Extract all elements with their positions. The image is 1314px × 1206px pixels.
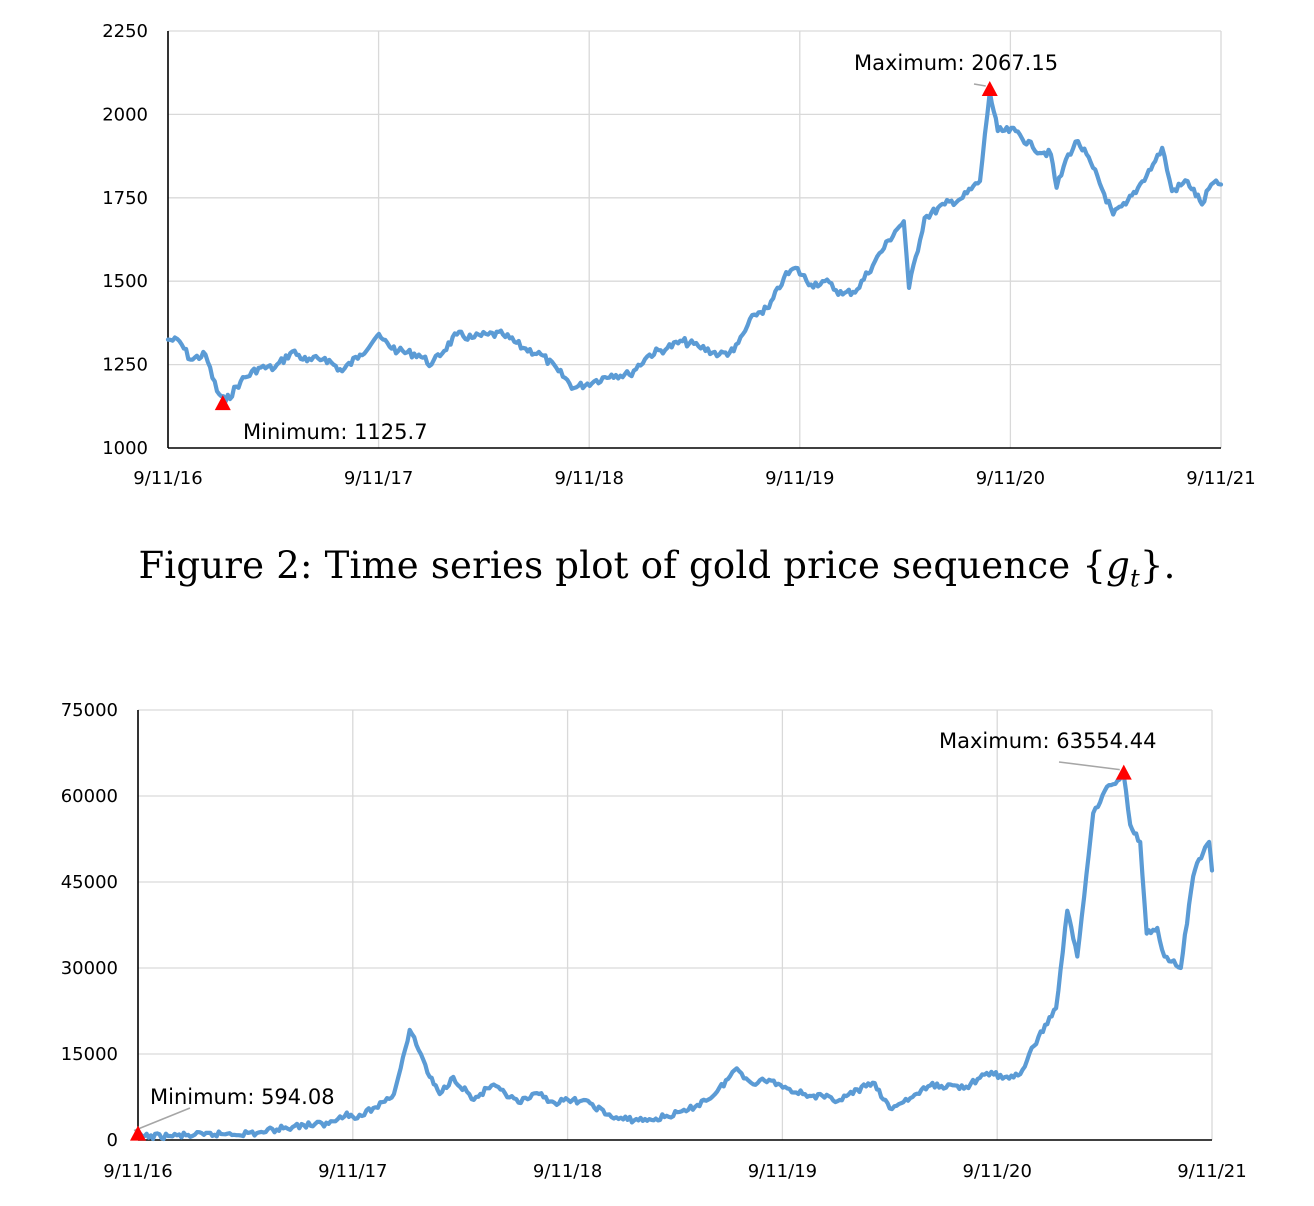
bitcoin-annotation-leader xyxy=(1058,761,1120,771)
gold-x-tick-label: 9/11/16 xyxy=(133,468,202,489)
gold-y-tick-labels: 1000 1250 1500 1750 2000 2250 xyxy=(102,21,148,459)
bitcoin-y-tick-label: 0 xyxy=(107,1130,118,1151)
gold-minimum-label: Minimum: 1125.7 xyxy=(243,420,428,444)
bitcoin-x-tick-label: 9/11/19 xyxy=(748,1161,817,1182)
bitcoin-x-tick-label: 9/11/17 xyxy=(318,1161,387,1182)
gold-maximum-marker xyxy=(981,80,998,96)
gold-annotation-leader xyxy=(973,83,986,87)
bitcoin-annotations: Minimum: 594.08 Maximum: 63554.44 xyxy=(130,729,1156,1141)
bitcoin-y-tick-label: 45000 xyxy=(61,872,118,893)
gold-axes xyxy=(167,31,1221,449)
bitcoin-y-tick-label: 60000 xyxy=(61,786,118,807)
bitcoin-price-series-line xyxy=(135,773,1215,1142)
bitcoin-y-tick-labels: 0 15000 30000 45000 60000 75000 xyxy=(61,700,118,1151)
bitcoin-x-tick-label: 9/11/18 xyxy=(533,1161,602,1182)
caption-suffix: }. xyxy=(1139,544,1176,587)
gold-x-tick-label: 9/11/18 xyxy=(555,468,624,489)
gold-y-tick-label: 1000 xyxy=(102,438,148,459)
gold-x-tick-label: 9/11/19 xyxy=(765,468,834,489)
bitcoin-y-tick-label: 75000 xyxy=(61,700,118,721)
gold-minimum-marker xyxy=(214,395,231,411)
gold-annotations: Minimum: 1125.7 Maximum: 2067.15 xyxy=(214,51,1058,444)
gold-y-tick-label: 1750 xyxy=(102,188,148,209)
gold-y-tick-label: 1500 xyxy=(102,271,148,292)
gold-y-tick-label: 2250 xyxy=(102,21,148,42)
bitcoin-minimum-marker xyxy=(130,1125,146,1141)
gold-maximum-label: Maximum: 2067.15 xyxy=(854,51,1058,75)
bitcoin-y-tick-label: 15000 xyxy=(61,1044,118,1065)
bitcoin-y-tick-label: 30000 xyxy=(61,958,118,979)
bitcoin-x-tick-label: 9/11/21 xyxy=(1177,1161,1246,1182)
bitcoin-axes xyxy=(137,710,1212,1141)
gold-price-series-line xyxy=(165,89,1224,404)
gold-x-tick-labels: 9/11/16 9/11/17 9/11/18 9/11/19 9/11/20 9/11/… xyxy=(133,468,1255,489)
gold-x-tick-label: 9/11/21 xyxy=(1186,468,1255,489)
caption-prefix: Figure 2: Time series plot of gold price… xyxy=(138,544,1107,587)
bitcoin-x-tick-label: 9/11/20 xyxy=(963,1161,1032,1182)
gold-x-tick-label: 9/11/20 xyxy=(976,468,1045,489)
figure-caption: Figure 2: Time series plot of gold price… xyxy=(0,544,1314,592)
bitcoin-minimum-label: Minimum: 594.08 xyxy=(150,1085,335,1109)
gold-y-tick-label: 2000 xyxy=(102,104,148,125)
gold-gridlines xyxy=(168,30,1222,448)
bitcoin-maximum-marker xyxy=(1115,764,1132,780)
bitcoin-annotation-leader xyxy=(133,1107,191,1132)
gold-x-tick-label: 9/11/17 xyxy=(344,468,413,489)
bitcoin-x-tick-label: 9/11/16 xyxy=(103,1161,172,1182)
caption-subscript: t xyxy=(1130,564,1140,593)
bitcoin-maximum-label: Maximum: 63554.44 xyxy=(939,729,1156,753)
gold-y-tick-label: 1250 xyxy=(102,355,148,376)
caption-symbol: g xyxy=(1106,544,1130,587)
bitcoin-x-tick-labels: 9/11/16 9/11/17 9/11/18 9/11/19 9/11/20 9/11/… xyxy=(103,1161,1246,1182)
bitcoin-gridlines xyxy=(138,709,1213,1140)
